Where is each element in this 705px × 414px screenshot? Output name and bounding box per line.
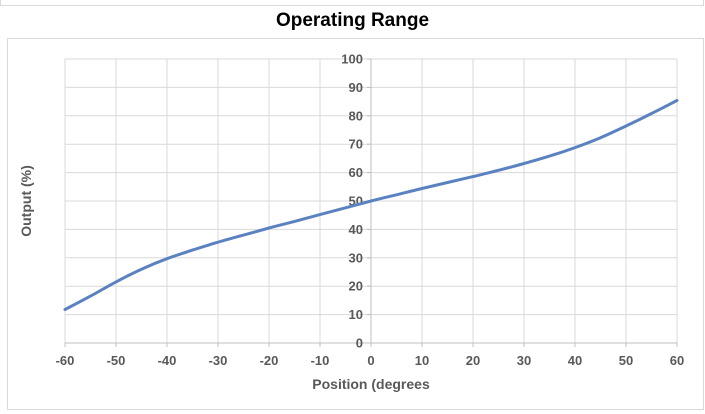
y-tick-label: 90 [349,80,363,95]
x-tick-label: 0 [367,353,374,368]
y-tick-label: 100 [341,52,363,67]
x-tick-label: 30 [517,353,531,368]
y-tick-label: 70 [349,137,363,152]
y-tick-label: 20 [349,279,363,294]
y-tick-label: 80 [349,108,363,123]
x-tick-label: 60 [670,353,684,368]
x-tick-label: 10 [415,353,429,368]
y-tick-label: 60 [349,165,363,180]
y-tick-label: 40 [349,222,363,237]
chart-title: Operating Range [275,10,430,31]
x-tick-label: -60 [56,353,75,368]
x-tick-label: 50 [619,353,633,368]
y-tick-label: 10 [349,307,363,322]
x-tick-label: -10 [311,353,330,368]
y-axis-title: Output (%) [18,165,34,237]
x-tick-label: -20 [260,353,279,368]
x-tick-label: -50 [107,353,126,368]
top-frame-remnant [0,0,704,6]
x-tick-label: -40 [158,353,177,368]
axes [64,58,678,347]
series-line [63,99,679,311]
x-tick-label: -30 [209,353,228,368]
y-tick-label: 0 [356,336,363,351]
chart-frame: 0 10 20 30 40 50 60 70 80 90 100 -60 -50 -40 -30 -20 -1… [7,38,704,410]
x-tick-label: 40 [568,353,582,368]
x-axis-title: Position (degrees [312,376,430,392]
y-tick-label: 30 [349,250,363,265]
x-tick-label: 20 [466,353,480,368]
x-tick-labels: -60 -50 -40 -30 -20 -10 0 10 20 30 40 50 60 [56,353,685,368]
